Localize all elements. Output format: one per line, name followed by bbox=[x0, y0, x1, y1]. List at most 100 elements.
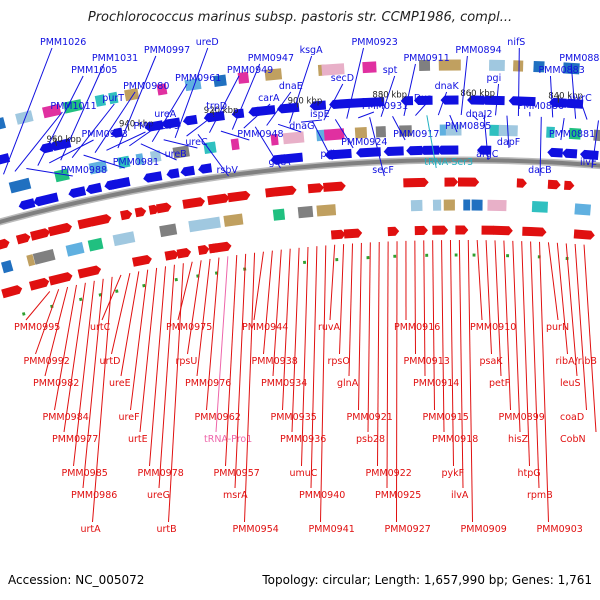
gene-leader-line bbox=[197, 134, 229, 177]
gc-track-inner bbox=[79, 297, 83, 302]
forward-gene-label: PMM1031 bbox=[92, 53, 138, 64]
forward-gene bbox=[68, 186, 87, 198]
kbp-tick-mark bbox=[54, 137, 58, 146]
forward-gene-label: PMM0886 bbox=[518, 101, 564, 112]
feature-box-forward bbox=[546, 126, 555, 138]
forward-gene bbox=[252, 105, 276, 116]
reverse-gene-label: urtE bbox=[128, 434, 148, 445]
gene-leader-line bbox=[392, 116, 406, 141]
reverse-gene-label: ilvA bbox=[451, 490, 469, 501]
gene-leader-line bbox=[215, 256, 229, 433]
gene-leader-line bbox=[82, 278, 104, 489]
reverse-gene-label: PMM0913 bbox=[404, 356, 450, 367]
gc-track-outer bbox=[362, 61, 377, 74]
reverse-gene-label: ureE bbox=[109, 378, 131, 389]
gene-leader-line bbox=[334, 119, 354, 149]
gc-track-inner bbox=[142, 283, 146, 288]
reverse-gene bbox=[564, 180, 575, 190]
forward-gene bbox=[562, 148, 578, 159]
gene-leader-line bbox=[506, 115, 510, 149]
reverse-gene bbox=[148, 204, 160, 215]
forward-gene bbox=[166, 168, 180, 179]
gene-leader-line bbox=[231, 63, 261, 130]
forward-gene-label: PMM0947 bbox=[248, 53, 294, 64]
gene-leader-line bbox=[83, 154, 125, 169]
gene-leader-line bbox=[139, 267, 158, 433]
feature-box-forward bbox=[282, 131, 305, 145]
feature-box-reverse bbox=[487, 199, 507, 212]
forward-gene-label: purT bbox=[102, 93, 124, 104]
forward-gene bbox=[547, 147, 563, 158]
gene-leader-line bbox=[441, 240, 445, 433]
forward-gene bbox=[198, 163, 213, 174]
reverse-gene-label: glnA bbox=[337, 378, 359, 389]
reverse-gene-label: PMM0915 bbox=[423, 412, 469, 423]
feature-box-forward bbox=[568, 127, 582, 140]
forward-gene bbox=[231, 108, 245, 119]
reverse-gene-label: pykF bbox=[442, 468, 465, 479]
gene-leader-line bbox=[272, 249, 282, 377]
gene-leader-line bbox=[449, 114, 458, 133]
forward-gene bbox=[18, 198, 36, 210]
gc-track-outer bbox=[0, 117, 6, 130]
forward-gene-label: argC bbox=[476, 149, 499, 160]
forward-gene-label: PMM1026 bbox=[40, 37, 86, 48]
reverse-gene bbox=[176, 248, 192, 259]
gene-leader-line bbox=[177, 261, 193, 321]
reverse-gene-label: PMM0944 bbox=[242, 322, 288, 333]
reverse-gene bbox=[77, 217, 95, 230]
feature-box-reverse bbox=[316, 204, 337, 217]
gc-track-outer bbox=[124, 88, 140, 102]
forward-gene-label: Dxs bbox=[414, 93, 432, 104]
gene-leader-line bbox=[301, 246, 309, 467]
reverse-gene-label: rpsO bbox=[328, 356, 350, 367]
gene-leader-line bbox=[266, 91, 292, 126]
forward-gene bbox=[144, 120, 164, 132]
feature-box-reverse bbox=[574, 203, 591, 216]
gene-leader-line bbox=[560, 117, 565, 141]
forward-gene-label: ilvE bbox=[580, 157, 597, 168]
gene-leader-line bbox=[243, 103, 271, 129]
feature-box-forward bbox=[135, 153, 145, 166]
gene-leader-line bbox=[35, 289, 60, 355]
reverse-gene bbox=[414, 225, 428, 236]
feature-box-reverse bbox=[223, 213, 244, 227]
gene-leader-line bbox=[163, 139, 198, 149]
gene-leader-line bbox=[449, 240, 454, 467]
reverse-gene bbox=[343, 228, 363, 239]
forward-gene bbox=[436, 145, 459, 155]
reverse-gene bbox=[516, 178, 527, 188]
reverse-gene-label: rpsU bbox=[176, 356, 198, 367]
gc-track-outer bbox=[184, 78, 202, 92]
gene-leader-line bbox=[530, 241, 540, 489]
gene-leader-line bbox=[244, 252, 256, 523]
gc-track-inner bbox=[303, 260, 307, 264]
gene-leader-line bbox=[54, 284, 77, 411]
feature-box-forward bbox=[270, 133, 279, 146]
gene-leader-line bbox=[71, 103, 115, 158]
gene-leader-line bbox=[117, 55, 157, 149]
reverse-gene bbox=[197, 245, 210, 255]
reverse-gene-label: CobN bbox=[560, 434, 586, 445]
reverse-gene-label: PMM0925 bbox=[375, 490, 421, 501]
reverse-gene-label: rpmB bbox=[527, 490, 553, 501]
reverse-gene bbox=[134, 207, 147, 218]
reverse-gene-label: leuS bbox=[560, 378, 581, 389]
forward-gene-label: carA bbox=[258, 93, 280, 104]
reverse-gene bbox=[120, 209, 133, 221]
gene-leader-line bbox=[187, 260, 202, 355]
reverse-gene-label: PMM0916 bbox=[394, 322, 440, 333]
reverse-gene-label: psaK bbox=[480, 356, 504, 367]
gc-track-outer bbox=[513, 60, 524, 72]
reverse-gene bbox=[444, 177, 459, 187]
reverse-gene bbox=[156, 202, 172, 214]
reverse-gene bbox=[48, 222, 72, 237]
reverse-gene-label: PMM0899 bbox=[499, 412, 545, 423]
reverse-gene-label: PMM0977 bbox=[52, 434, 98, 445]
forward-gene-label: PMM0981 bbox=[113, 157, 159, 168]
reverse-gene-label: psb28 bbox=[356, 434, 385, 445]
gene-leader-line bbox=[348, 243, 354, 377]
forward-gene-label: PMM0895 bbox=[445, 121, 491, 132]
forward-gene-label: rsbV bbox=[217, 165, 239, 176]
